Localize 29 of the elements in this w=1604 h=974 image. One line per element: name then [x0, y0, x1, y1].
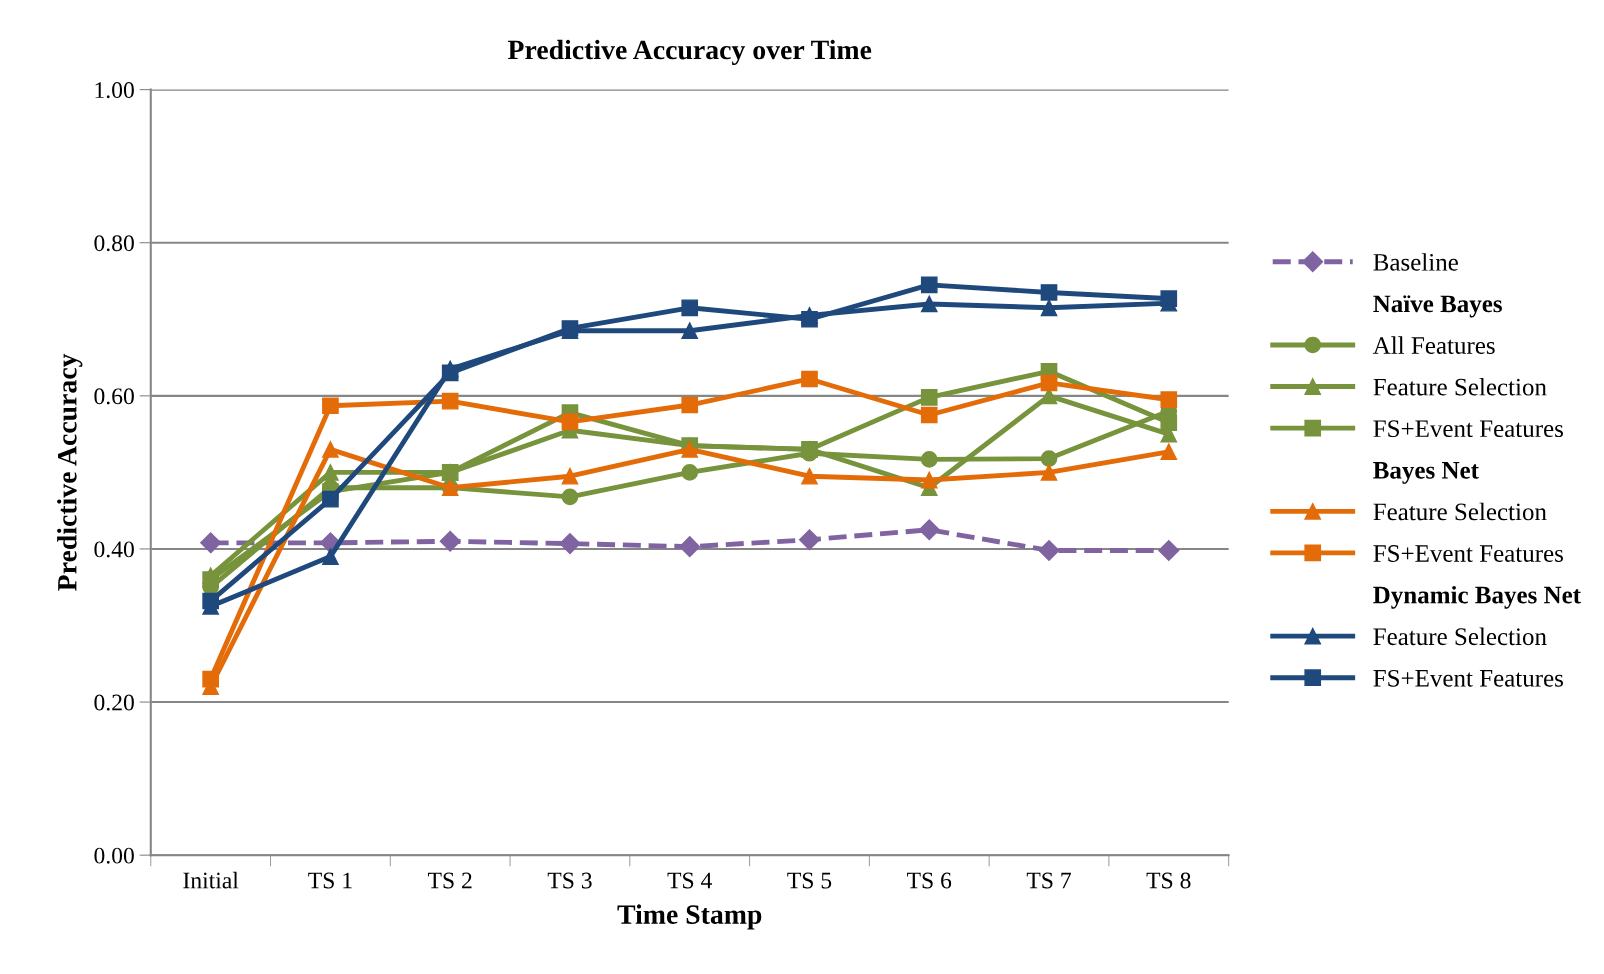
y-tick-label: 0.40 — [94, 541, 134, 558]
legend-label: Feature Selection — [1373, 502, 1547, 521]
y-tick-label: 0.80 — [94, 235, 134, 252]
x-tick-label: TS 1 — [308, 872, 352, 889]
y-tick-label: 0.20 — [94, 694, 134, 711]
x-axis-title: Time Stamp — [617, 904, 762, 930]
legend-label: FS+Event Features — [1373, 420, 1563, 438]
text: Dynamic Bayes Net — [1373, 585, 1581, 609]
x-tick-label: TS 8 — [1146, 872, 1191, 889]
y-tick-label: 1.00 — [95, 82, 134, 99]
x-tick-label: TS 5 — [787, 872, 832, 889]
y-tick-label: 0.60 — [94, 388, 134, 405]
x-tick-label: TS 7 — [1026, 872, 1071, 889]
legend-label: FS+Event Features — [1373, 669, 1563, 687]
chart-title: Predictive Accuracy over Time — [507, 39, 872, 66]
x-tick-label: TS 6 — [907, 872, 952, 889]
legend-label: FS+Event Features — [1373, 545, 1563, 562]
x-tick-label: Initial — [183, 871, 239, 889]
legend-label: Feature Selection — [1373, 377, 1547, 396]
y-axis-title: Predictive Accuracy — [57, 353, 83, 591]
legend-label: All Features — [1372, 336, 1495, 354]
x-tick-label: TS 4 — [667, 872, 712, 889]
text: Bayes Net — [1373, 462, 1479, 484]
y-tick-label: 0.00 — [94, 847, 134, 864]
legend-label: Feature Selection — [1373, 627, 1547, 646]
legend-label: Baseline — [1373, 253, 1458, 271]
x-tick-label: TS 2 — [427, 872, 472, 889]
x-tick-label: TS 3 — [547, 872, 592, 889]
text: Naïve Bayes — [1373, 295, 1502, 318]
